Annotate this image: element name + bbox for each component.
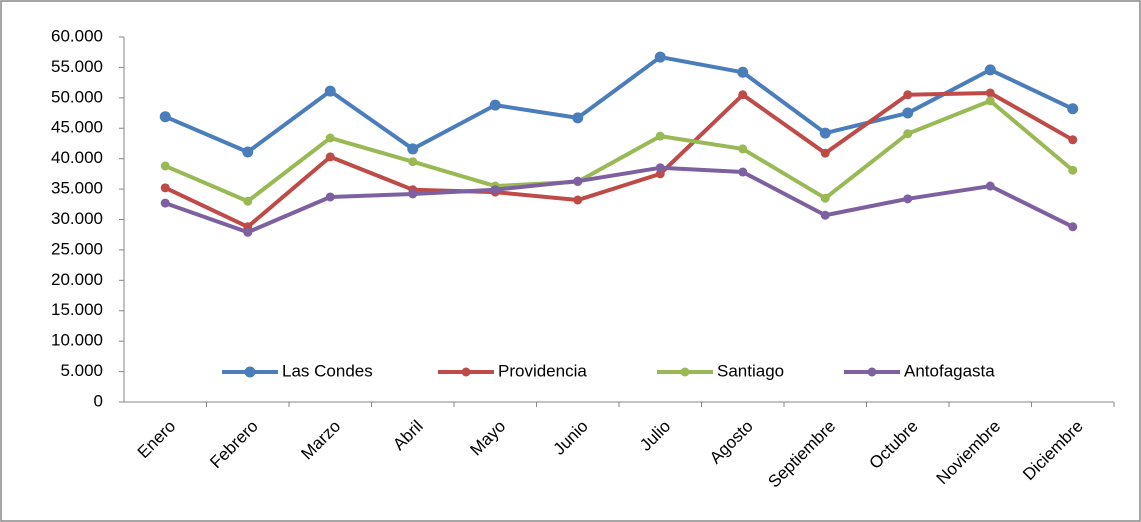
point (903, 90, 913, 100)
point (573, 195, 583, 205)
point (407, 143, 419, 155)
point (490, 185, 500, 195)
point (242, 146, 254, 158)
y-tick-label: 30.000 (51, 209, 103, 228)
point (1068, 165, 1078, 175)
point (819, 127, 831, 139)
y-tick-label: 20.000 (51, 270, 103, 289)
point (324, 85, 336, 97)
point (820, 193, 830, 203)
y-tick-label: 60.000 (51, 26, 103, 45)
point (572, 112, 584, 124)
point (1068, 135, 1078, 145)
point (159, 111, 171, 123)
series-line (164, 165, 1074, 235)
y-tick-label: 35.000 (51, 179, 103, 198)
y-tick-label: 15.000 (51, 300, 103, 319)
point (903, 129, 913, 139)
legend-marker (244, 366, 256, 378)
legend-marker (680, 367, 690, 377)
y-tick-label: 0 (94, 391, 103, 410)
y-tick-label: 10.000 (51, 331, 103, 350)
point (903, 194, 913, 204)
point (325, 133, 335, 143)
y-tick-label: 25.000 (51, 239, 103, 258)
point (738, 144, 748, 154)
point (984, 64, 996, 76)
point (738, 90, 748, 100)
point (655, 163, 665, 173)
point (902, 107, 914, 119)
point (985, 181, 995, 191)
y-tick-label: 5.000 (60, 361, 103, 380)
point (737, 66, 749, 78)
point (738, 167, 748, 177)
point (243, 227, 253, 237)
point (820, 210, 830, 220)
point (325, 192, 335, 202)
legend-label: Las Condes (282, 361, 373, 380)
legend-marker (461, 367, 471, 377)
legend-marker (867, 367, 877, 377)
y-tick-label: 40.000 (51, 148, 103, 167)
point (655, 131, 665, 141)
point (820, 148, 830, 158)
legend-label: Antofagasta (904, 361, 995, 380)
series-line (164, 55, 1074, 154)
point (408, 189, 418, 199)
series-line (164, 98, 1075, 204)
legend-label: Providencia (498, 361, 587, 380)
point (160, 198, 170, 208)
point (160, 161, 170, 171)
point (654, 51, 666, 63)
point (489, 99, 501, 111)
point (408, 157, 418, 167)
legend-label: Santiago (717, 361, 784, 380)
point (1068, 222, 1078, 232)
point (243, 196, 253, 206)
y-tick-label: 55.000 (51, 57, 103, 76)
point (573, 176, 583, 186)
y-tick-label: 50.000 (51, 87, 103, 106)
point (1067, 103, 1079, 115)
point (985, 96, 995, 106)
y-tick-label: 45.000 (51, 118, 103, 137)
point (160, 183, 170, 193)
point (325, 152, 335, 162)
point (985, 88, 995, 98)
series-line (164, 90, 1074, 229)
